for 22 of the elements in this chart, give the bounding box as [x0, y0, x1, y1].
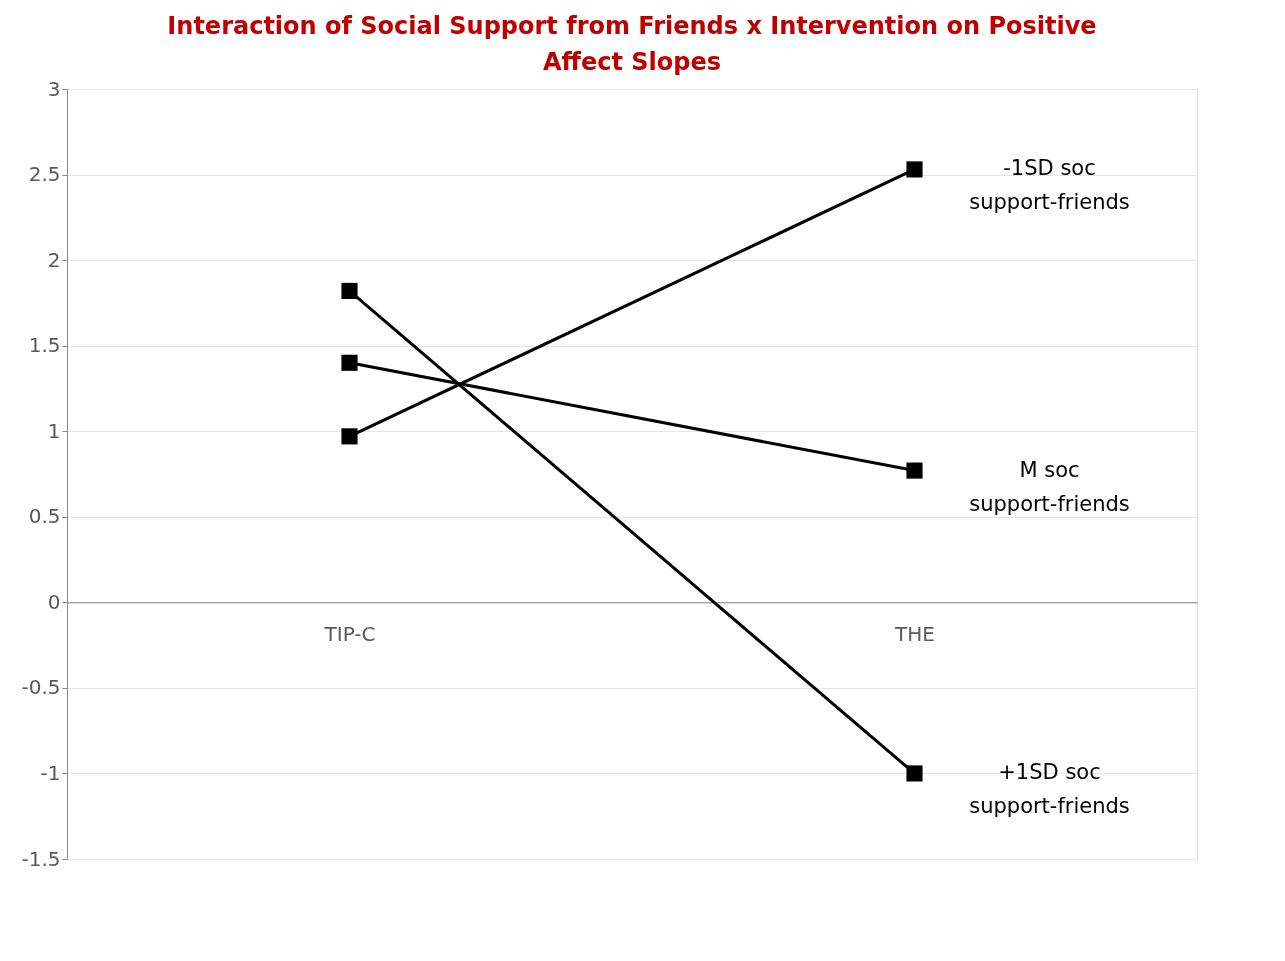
y-tick-label: 1: [47, 418, 61, 443]
y-tick-label: -1.5: [21, 846, 61, 871]
text: M soc support-friends: [969, 457, 1130, 516]
y-tick-label: 0: [47, 589, 61, 614]
x-tick-label: THE: [894, 621, 935, 646]
y-tick-label: 1.5: [28, 333, 61, 358]
x-tick-label: TIP-C: [323, 621, 376, 646]
y-tick-label: -1: [40, 760, 61, 785]
point: [341, 354, 358, 371]
y-tick-label: -0.5: [21, 675, 61, 700]
y-tick-label: 2.5: [28, 162, 61, 187]
y-tick-label: 0.5: [28, 504, 61, 529]
text: +1SD soc support-friends: [969, 760, 1130, 819]
y-tick-label: 2: [47, 247, 61, 272]
point: [341, 282, 358, 299]
point: [906, 161, 923, 178]
point: [341, 428, 358, 445]
text: -1SD soc support-friends: [969, 156, 1130, 215]
y-tick-label: 3: [47, 76, 61, 101]
point: [906, 765, 923, 782]
point: [906, 462, 923, 479]
chart-title: Interaction of Social Support from Friends x Intervention on Positive Affect Slopes: [167, 12, 1097, 76]
